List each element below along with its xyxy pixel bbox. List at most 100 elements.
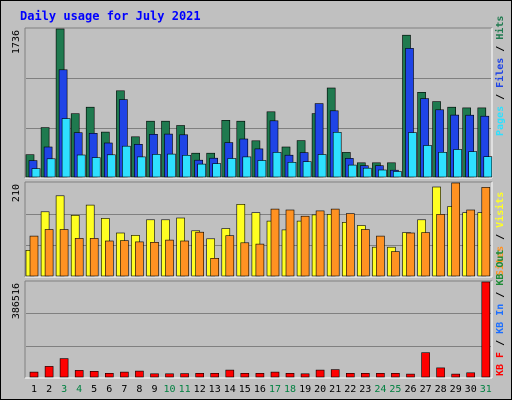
day-label-5: 5 — [91, 384, 97, 395]
day-label-19: 19 — [299, 384, 311, 395]
bar-pages-day-7 — [122, 145, 131, 178]
legend-files: Files — [494, 58, 506, 88]
bar-pages-day-16 — [257, 160, 267, 178]
chart-title: Daily usage for July 2021 — [20, 9, 201, 23]
bar-pages-day-26 — [408, 132, 417, 178]
bar-sites-day-15 — [240, 242, 250, 277]
bar-kbf-day-6 — [105, 372, 114, 378]
day-label-14: 14 — [224, 384, 236, 395]
legend-panel1: Pages / Files / Hits — [494, 16, 506, 136]
legend-kbin: KB In — [495, 304, 506, 334]
bar-kbf-day-27 — [421, 352, 430, 378]
bar-sites-day-1 — [29, 235, 39, 277]
legend-separator: / — [495, 334, 506, 352]
day-label-18: 18 — [284, 384, 296, 395]
panel2-ymax-label: 210 — [11, 184, 22, 202]
legend-separator: / — [495, 88, 506, 106]
day-label-20: 20 — [314, 384, 326, 395]
day-label-10: 10 — [163, 384, 175, 395]
bar-pages-day-27 — [423, 145, 432, 178]
bar-kbf-day-9 — [150, 373, 159, 378]
bar-sites-day-14 — [225, 235, 235, 277]
bar-sites-day-18 — [285, 209, 295, 277]
bar-kbf-day-1 — [29, 371, 39, 378]
bar-sites-day-5 — [89, 238, 99, 277]
bar-pages-day-18 — [287, 162, 297, 178]
bar-kbf-day-30 — [466, 372, 476, 378]
bar-kbf-day-10 — [165, 373, 174, 378]
bar-sites-day-16 — [255, 243, 265, 277]
bar-pages-day-14 — [227, 158, 237, 178]
legend-pages: Pages — [495, 106, 506, 136]
bar-sites-day-22 — [345, 213, 355, 277]
bar-pages-day-4 — [76, 154, 86, 178]
bar-sites-day-2 — [44, 229, 54, 277]
bar-kbf-day-16 — [255, 372, 265, 378]
bar-pages-day-31 — [483, 156, 493, 178]
kbytes-panel — [24, 280, 493, 379]
bar-kbf-day-15 — [240, 372, 250, 378]
day-label-6: 6 — [106, 384, 112, 395]
day-label-3: 3 — [61, 384, 67, 395]
hits-files-pages-panel — [24, 27, 493, 179]
day-label-1: 1 — [31, 384, 37, 395]
day-label-29: 29 — [450, 384, 462, 395]
legend-sites: Sites — [494, 246, 506, 276]
legend-kbf: KB F — [495, 352, 506, 376]
day-label-26: 26 — [404, 384, 416, 395]
bar-pages-day-13 — [212, 163, 221, 178]
bar-sites-day-19 — [300, 215, 310, 277]
bar-kbf-day-28 — [436, 367, 445, 378]
bar-kbf-day-31 — [481, 281, 491, 378]
bar-pages-day-2 — [46, 158, 56, 178]
bar-kbf-day-19 — [300, 373, 310, 378]
day-label-24: 24 — [374, 384, 386, 395]
bar-pages-day-17 — [272, 152, 282, 178]
bar-kbf-day-7 — [120, 371, 129, 378]
bar-pages-day-29 — [453, 149, 463, 178]
bar-sites-day-17 — [270, 208, 280, 277]
legend-hits: Hits — [494, 16, 506, 40]
bar-kbf-day-21 — [330, 369, 340, 378]
bar-pages-day-11 — [182, 155, 191, 178]
bar-sites-day-30 — [466, 209, 476, 277]
ymax-labels: 1736 210 386516 — [11, 30, 22, 319]
bar-kbf-day-26 — [406, 373, 415, 378]
legend-separator: / — [495, 228, 506, 246]
day-label-27: 27 — [420, 384, 432, 395]
bar-kbf-day-22 — [345, 372, 355, 378]
legend-panel3: KB F / KB In / KB Out — [495, 250, 506, 376]
bar-pages-day-9 — [152, 154, 161, 178]
day-label-25: 25 — [389, 384, 401, 395]
day-label-28: 28 — [435, 384, 447, 395]
bar-pages-day-28 — [438, 152, 447, 178]
bar-kbf-day-8 — [135, 370, 144, 378]
bar-pages-day-19 — [302, 161, 312, 178]
bar-kbf-day-3 — [59, 358, 69, 378]
legend-panel2: Sites / Visits — [494, 192, 506, 276]
bar-sites-day-10 — [165, 239, 174, 277]
bar-kbf-day-11 — [180, 373, 189, 378]
bar-pages-day-23 — [362, 167, 372, 178]
bar-pages-day-25 — [393, 171, 402, 178]
bar-sites-day-23 — [360, 229, 370, 277]
bar-sites-day-26 — [406, 232, 415, 277]
day-label-7: 7 — [121, 384, 127, 395]
day-label-11: 11 — [179, 384, 191, 395]
legend-kbout: KB Out — [495, 250, 506, 286]
bar-sites-day-8 — [135, 241, 144, 277]
day-label-4: 4 — [76, 384, 82, 395]
bar-sites-day-28 — [436, 214, 445, 277]
day-label-22: 22 — [344, 384, 356, 395]
bar-kbf-day-14 — [225, 369, 235, 378]
bar-pages-day-15 — [242, 156, 252, 178]
bar-sites-day-7 — [120, 240, 129, 277]
bar-pages-day-10 — [167, 153, 176, 178]
bar-sites-day-31 — [481, 187, 491, 277]
legend-visits: Visits — [494, 192, 506, 228]
bar-kbf-day-13 — [210, 372, 219, 378]
bar-pages-day-21 — [332, 132, 342, 178]
bar-kbf-day-20 — [315, 369, 325, 378]
